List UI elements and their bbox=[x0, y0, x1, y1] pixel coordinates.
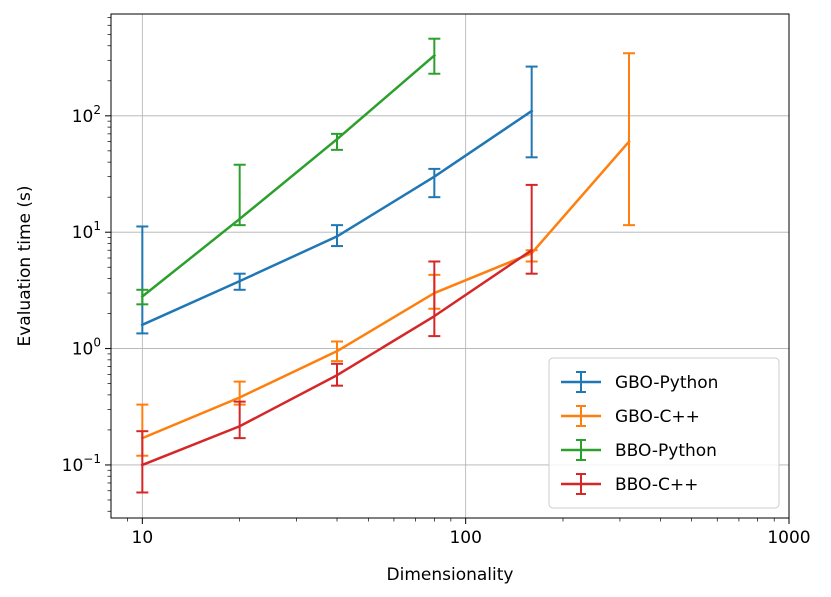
y-tick-label: 10−1 bbox=[62, 452, 101, 476]
legend-label: GBO-C++ bbox=[615, 407, 700, 427]
axis-ticks: 10 100 1000 10−1 100 101 102 bbox=[62, 17, 811, 548]
legend-label: BBO-C++ bbox=[615, 475, 698, 495]
series-line bbox=[140, 109, 534, 327]
series-line bbox=[140, 248, 534, 467]
legend-entry-gbo-cpp: GBO-C++ bbox=[561, 405, 700, 427]
x-tick-label: 10 bbox=[132, 528, 154, 548]
plot-frame bbox=[110, 13, 790, 519]
x-axis-label: Dimensionality bbox=[387, 565, 514, 585]
series-bbo-python bbox=[136, 37, 441, 306]
legend-entry-gbo-python: GBO-Python bbox=[561, 371, 718, 393]
y-tick-label: 102 bbox=[72, 103, 101, 127]
legend-box bbox=[548, 357, 780, 509]
y-axis-label: Evaluation time (s) bbox=[15, 185, 35, 346]
series-line bbox=[140, 53, 437, 299]
series-gbo-python bbox=[136, 65, 538, 335]
legend-label: GBO-Python bbox=[615, 373, 718, 393]
series-bbo-cpp bbox=[136, 183, 538, 494]
legend-label: BBO-Python bbox=[615, 441, 717, 461]
y-tick-label: 100 bbox=[72, 336, 101, 360]
x-tick-label: 100 bbox=[449, 528, 481, 548]
legend-entry-bbo-python: BBO-Python bbox=[561, 439, 717, 461]
series-layer bbox=[136, 37, 635, 494]
legend-entry-bbo-cpp: BBO-C++ bbox=[561, 473, 698, 495]
y-tick-label: 101 bbox=[72, 219, 101, 243]
x-tick-label: 1000 bbox=[767, 528, 810, 548]
series-line bbox=[140, 139, 631, 440]
legend: GBO-Python GBO-C++ BBO-Python BBO-C++ bbox=[548, 357, 780, 509]
